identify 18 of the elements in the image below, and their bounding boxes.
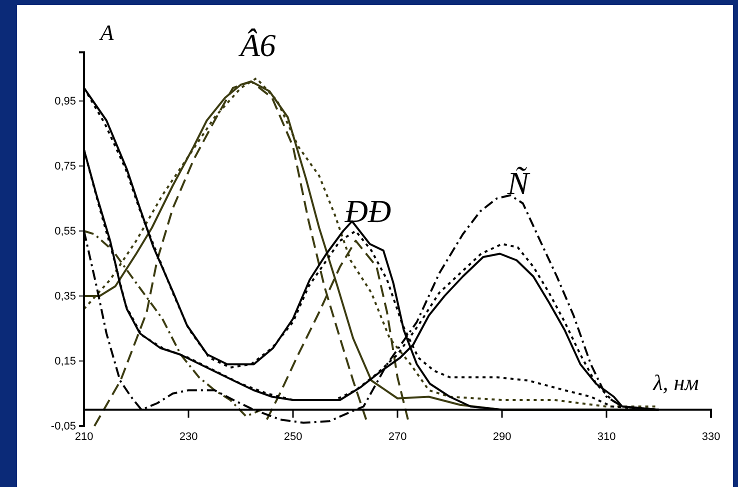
x-tick-label: 210 — [74, 430, 94, 443]
annotation: ĐĐ — [344, 193, 392, 229]
y-axis-title: A — [98, 20, 114, 45]
x-tick-label: 330 — [702, 430, 720, 443]
y-tick-label: 0,75 — [54, 160, 76, 173]
y-tick-label: -0,05 — [50, 420, 76, 433]
x-tick-label: 270 — [388, 430, 407, 443]
y-tick-label: 0,15 — [54, 356, 76, 368]
x-axis-title: λ, нм — [652, 370, 699, 395]
x-tick-label: 230 — [179, 430, 198, 443]
y-tick-label: 0,35 — [54, 290, 76, 303]
y-tick-label: 0,55 — [54, 226, 76, 238]
y-tick-label: 0,95 — [54, 96, 76, 108]
annotation: Ñ — [506, 165, 530, 201]
x-tick-label: 290 — [492, 430, 512, 443]
x-tick-label: 310 — [597, 430, 616, 443]
annotation: Â6 — [238, 27, 276, 63]
x-tick-label: 250 — [284, 430, 302, 443]
